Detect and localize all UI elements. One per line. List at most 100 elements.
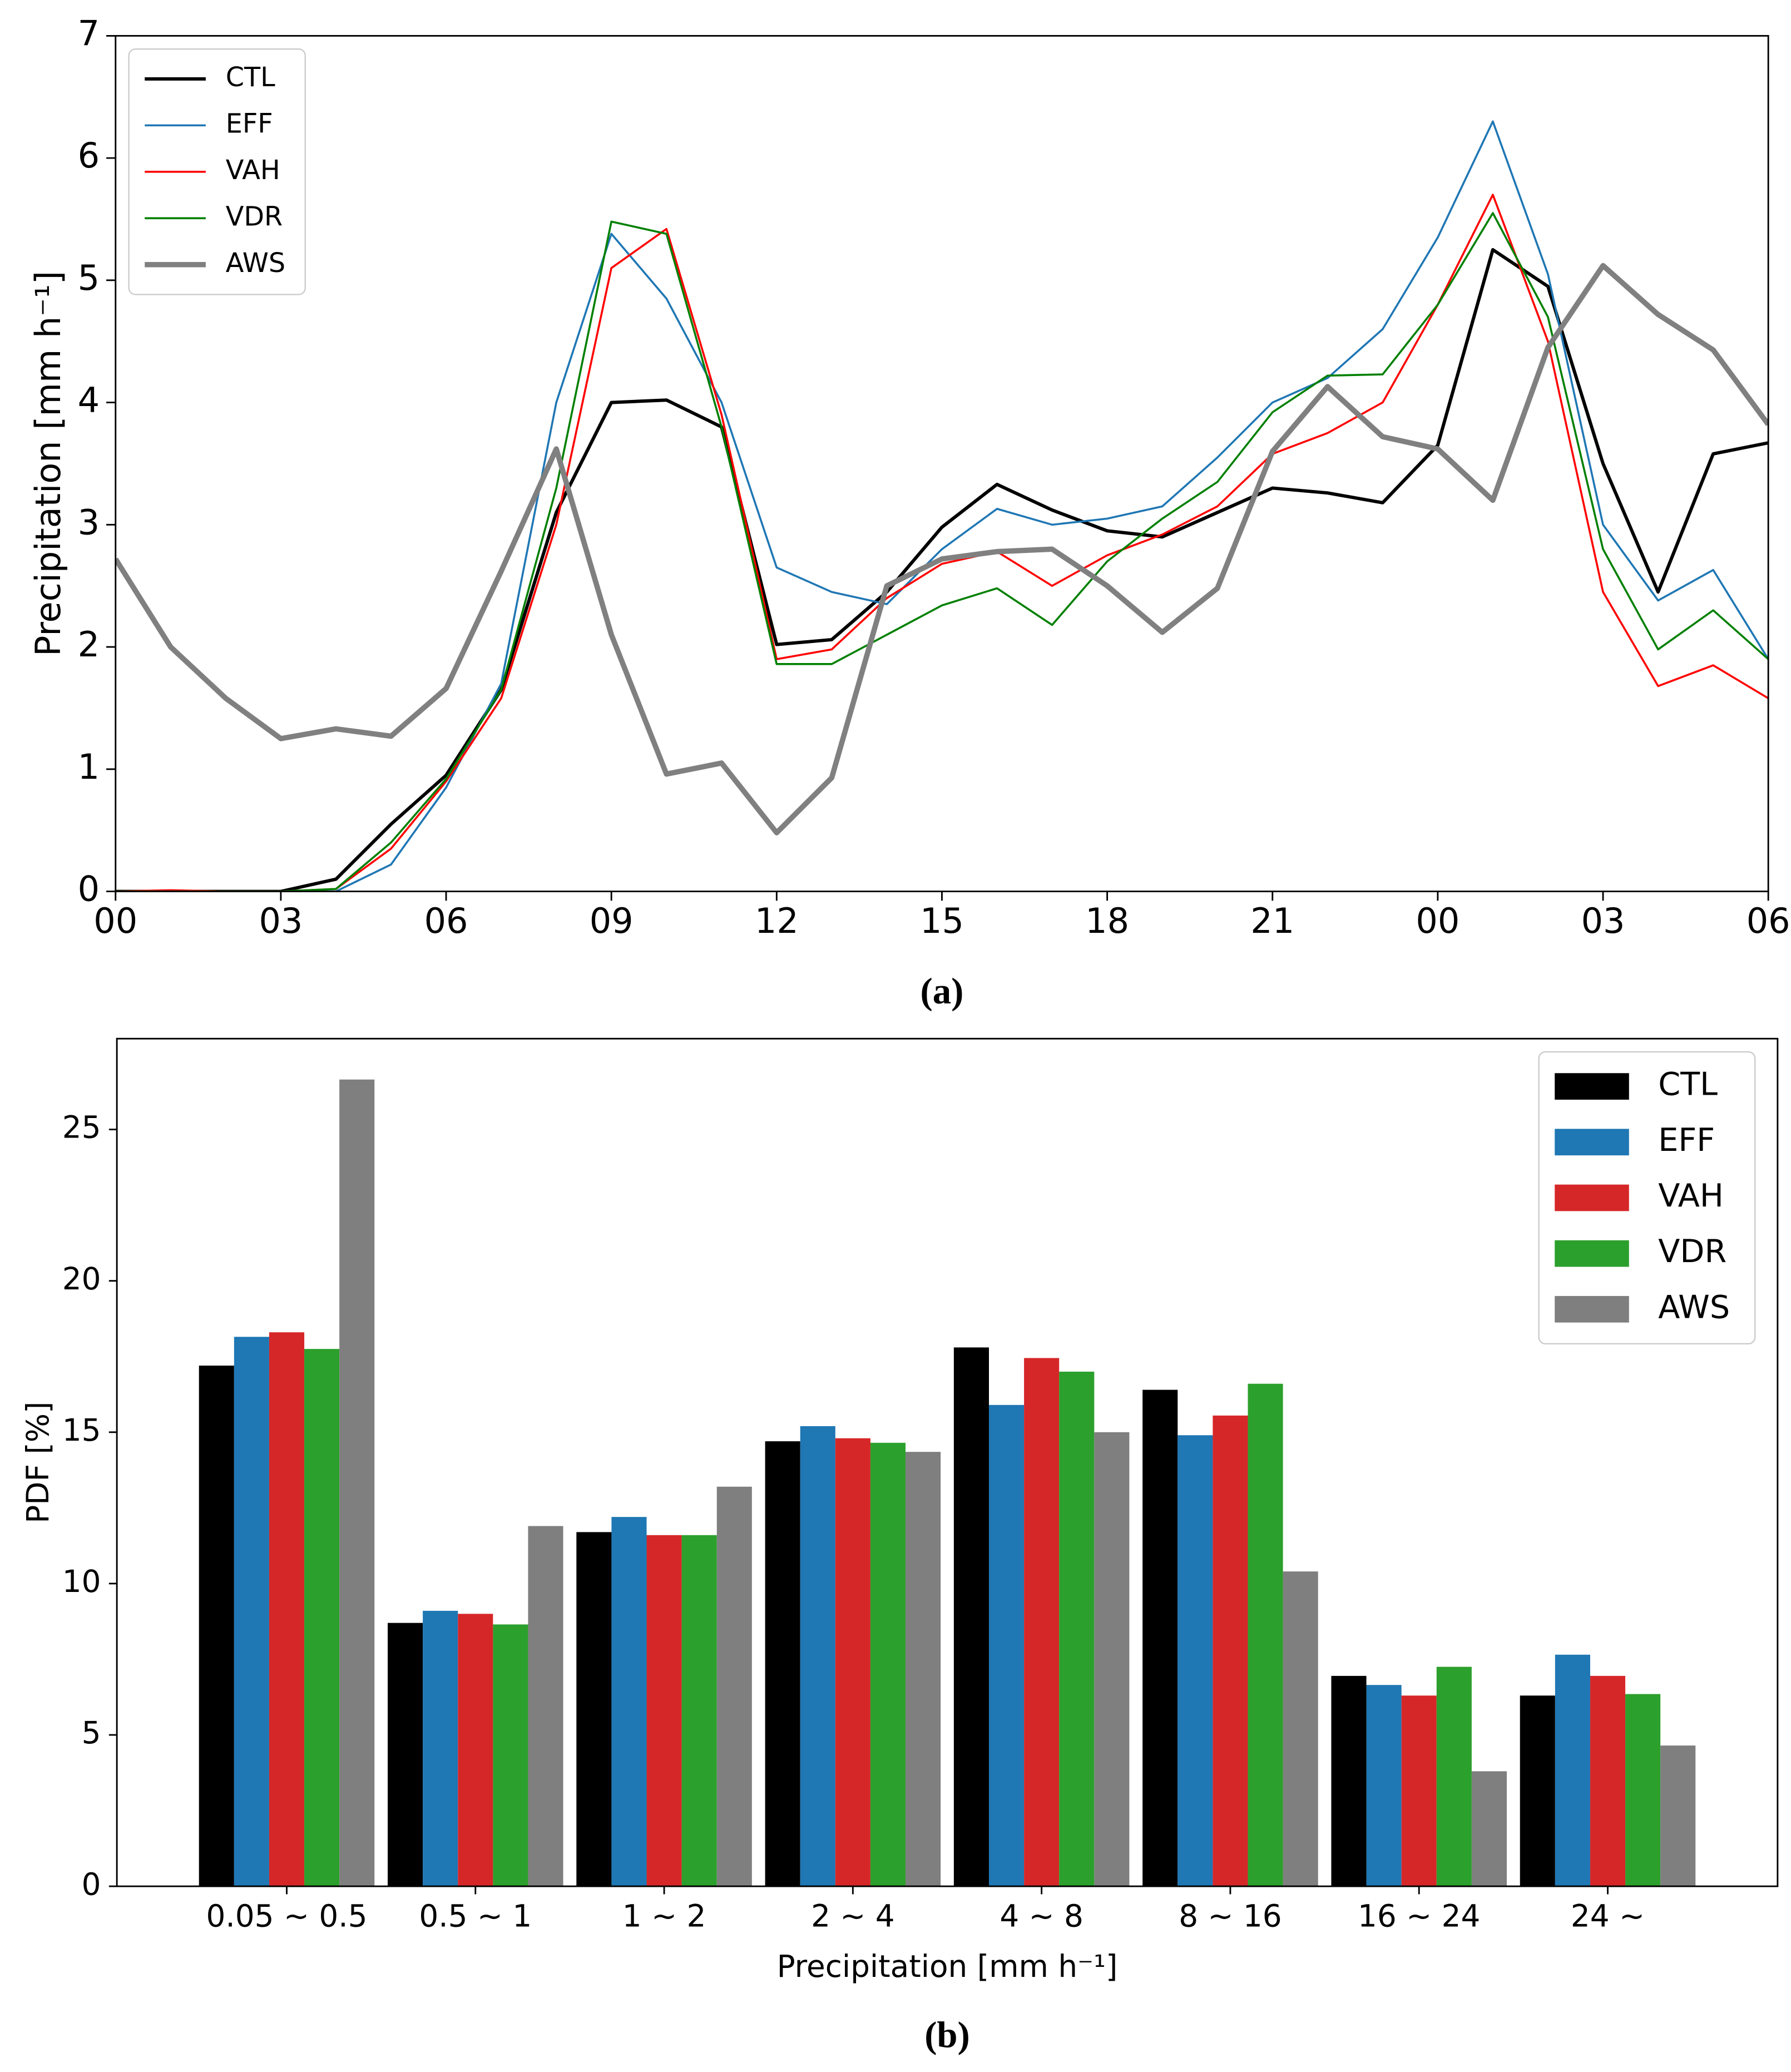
legend-label: EFF: [226, 108, 273, 139]
y-axis-label: Precipitation [mm h⁻¹]: [28, 271, 68, 656]
bar: [611, 1517, 647, 1887]
x-tick-label: 21: [1250, 901, 1294, 941]
bar: [1401, 1695, 1437, 1887]
legend-swatch: [1555, 1295, 1629, 1323]
bar: [1366, 1685, 1402, 1887]
legend-label: VDR: [1658, 1233, 1726, 1270]
bar: [1436, 1666, 1472, 1887]
x-tick-label: 0.05 ~ 0.5: [206, 1898, 367, 1934]
y-axis-label: PDF [%]: [20, 1402, 56, 1524]
bar: [1471, 1771, 1507, 1887]
legend-label: VAH: [226, 155, 280, 186]
x-tick-label: 2 ~ 4: [811, 1898, 895, 1934]
plot-frame: [115, 34, 1769, 892]
caption: (b): [924, 2015, 970, 2056]
x-tick-label: 15: [920, 901, 964, 941]
bar: [1248, 1383, 1283, 1887]
legend-swatch: [1555, 1073, 1629, 1100]
y-tick-label: 7: [78, 13, 100, 53]
x-tick-label: 03: [1581, 901, 1625, 941]
bar: [199, 1366, 234, 1887]
bar: [988, 1405, 1025, 1887]
bar: [493, 1624, 528, 1887]
y-tick-label: 0: [82, 1866, 101, 1902]
y-tick-label: 4: [78, 380, 100, 421]
legend-label: AWS: [1658, 1289, 1730, 1326]
x-tick-label: 4 ~ 8: [1000, 1898, 1083, 1934]
x-tick-label: 8 ~ 16: [1179, 1898, 1282, 1934]
bar: [1520, 1695, 1555, 1887]
bar: [835, 1438, 870, 1887]
x-tick-label: 12: [755, 901, 799, 941]
bar: [304, 1349, 340, 1887]
x-tick-label: 0.5 ~ 1: [419, 1898, 532, 1934]
bar: [388, 1623, 423, 1887]
line-series: [115, 212, 1769, 892]
bar: [906, 1452, 941, 1887]
bar: [1331, 1675, 1367, 1887]
bar: [1555, 1654, 1590, 1887]
x-tick-label: 1 ~ 2: [622, 1898, 706, 1934]
legend-box: [1538, 1051, 1756, 1344]
legend-label: AWS: [226, 248, 285, 279]
x-tick-label: 03: [259, 901, 303, 941]
y-tick-label: 5: [82, 1715, 101, 1750]
bar: [1142, 1389, 1178, 1887]
bar: [870, 1442, 906, 1887]
bar: [646, 1535, 682, 1887]
bar: [1283, 1571, 1318, 1887]
bar: [1660, 1745, 1696, 1887]
x-tick-label: 16 ~ 24: [1358, 1898, 1480, 1934]
line-series: [115, 120, 1769, 892]
bar: [953, 1347, 989, 1887]
bar: [1590, 1675, 1626, 1887]
bar: [458, 1614, 493, 1887]
bar: [681, 1535, 717, 1887]
y-tick-label: 20: [62, 1261, 101, 1297]
y-tick-label: 3: [78, 502, 100, 542]
bar: [1024, 1358, 1060, 1887]
legend-label: VDR: [226, 201, 283, 232]
y-tick-label: 15: [62, 1412, 101, 1448]
legend-swatch: [1555, 1129, 1629, 1156]
legend-label: CTL: [226, 62, 275, 93]
bar: [234, 1337, 269, 1887]
legend-label: VAH: [1658, 1178, 1724, 1214]
x-tick-label: 18: [1085, 901, 1129, 941]
y-tick-label: 2: [78, 624, 100, 665]
x-tick-label: 09: [590, 901, 634, 941]
plot-frame: [116, 1037, 1779, 1887]
y-tick-label: 5: [78, 258, 100, 298]
line-series: [115, 194, 1769, 892]
bar: [800, 1426, 835, 1887]
x-tick-label: 00: [1416, 901, 1459, 941]
line-series: [115, 263, 1769, 835]
bar: [576, 1532, 612, 1887]
bar: [528, 1526, 563, 1887]
bar: [269, 1332, 305, 1887]
bar: [765, 1441, 800, 1887]
legend-label: EFF: [1658, 1122, 1715, 1159]
y-tick-label: 25: [62, 1110, 101, 1145]
bar: [339, 1079, 375, 1887]
y-tick-label: 10: [62, 1564, 101, 1599]
x-tick-label: 24 ~: [1571, 1898, 1645, 1934]
legend-swatch: [1555, 1184, 1629, 1211]
x-tick-label: 00: [93, 901, 137, 941]
legend-box: [128, 48, 306, 295]
bar: [716, 1486, 752, 1887]
x-axis-label: Precipitation [mm h⁻¹]: [777, 1949, 1118, 1984]
bar: [1213, 1415, 1248, 1887]
bar: [423, 1610, 458, 1887]
x-tick-label: 06: [1747, 901, 1790, 941]
legend-swatch: [1555, 1240, 1629, 1267]
x-tick-label: 06: [424, 901, 468, 941]
legend-label: CTL: [1658, 1066, 1718, 1103]
bar: [1094, 1432, 1130, 1887]
y-tick-label: 1: [78, 746, 100, 787]
y-tick-label: 0: [78, 869, 100, 909]
bar: [1177, 1435, 1213, 1887]
y-tick-label: 6: [78, 135, 100, 176]
